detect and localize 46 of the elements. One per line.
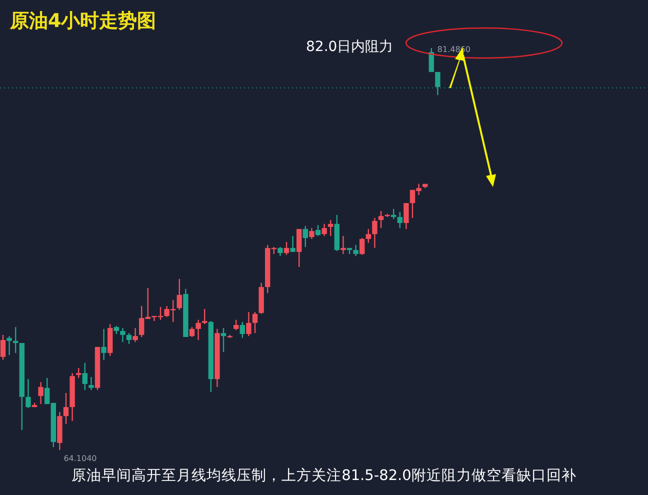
candlestick bbox=[126, 332, 132, 345]
candlestick bbox=[315, 224, 321, 237]
candlestick bbox=[189, 326, 195, 338]
candlestick bbox=[404, 202, 409, 230]
candlestick bbox=[372, 217, 378, 249]
candlestick bbox=[13, 326, 18, 354]
candlestick bbox=[366, 228, 371, 244]
candlestick bbox=[340, 235, 346, 255]
candlestick bbox=[88, 376, 94, 391]
candlestick bbox=[101, 328, 106, 360]
candlestick bbox=[63, 392, 69, 425]
candlestick bbox=[391, 208, 396, 220]
candlestick bbox=[296, 228, 302, 268]
candlestick bbox=[38, 382, 44, 405]
candlestick bbox=[6, 335, 12, 356]
annotation: 82.0日内阻力 bbox=[306, 39, 394, 55]
candlestick bbox=[428, 47, 434, 73]
candlestick bbox=[196, 319, 201, 341]
candlestick bbox=[290, 235, 296, 252]
candlestick bbox=[120, 327, 126, 343]
candlestick bbox=[278, 246, 283, 257]
candlestick bbox=[240, 321, 245, 339]
candlestick bbox=[82, 362, 88, 391]
candlestick bbox=[353, 244, 358, 257]
candlestick bbox=[176, 278, 182, 311]
candlestick bbox=[302, 225, 308, 248]
text: 64.1040 bbox=[64, 454, 97, 463]
candlestick bbox=[220, 327, 226, 353]
candlestick bbox=[26, 378, 31, 409]
candlestick bbox=[76, 367, 82, 379]
candlestick bbox=[360, 237, 365, 256]
candlestick bbox=[322, 223, 327, 237]
candlestick bbox=[435, 71, 440, 96]
chart-title: 原油4小时走势图 bbox=[9, 10, 156, 32]
candlestick bbox=[252, 311, 258, 334]
candlestick bbox=[284, 241, 290, 256]
candlestick bbox=[378, 210, 384, 229]
candlestick bbox=[202, 308, 208, 325]
candlestick bbox=[328, 219, 334, 237]
candlestick bbox=[246, 311, 252, 337]
candlestick bbox=[0, 334, 6, 360]
text: 原油早间高开至月线均线压制，上方关注81.5-82.0附近阻力做空看缺口回补 bbox=[72, 467, 576, 484]
candlestick bbox=[397, 211, 402, 229]
candlestick bbox=[309, 227, 314, 240]
candlestick bbox=[132, 327, 138, 343]
candlestick bbox=[234, 319, 239, 331]
